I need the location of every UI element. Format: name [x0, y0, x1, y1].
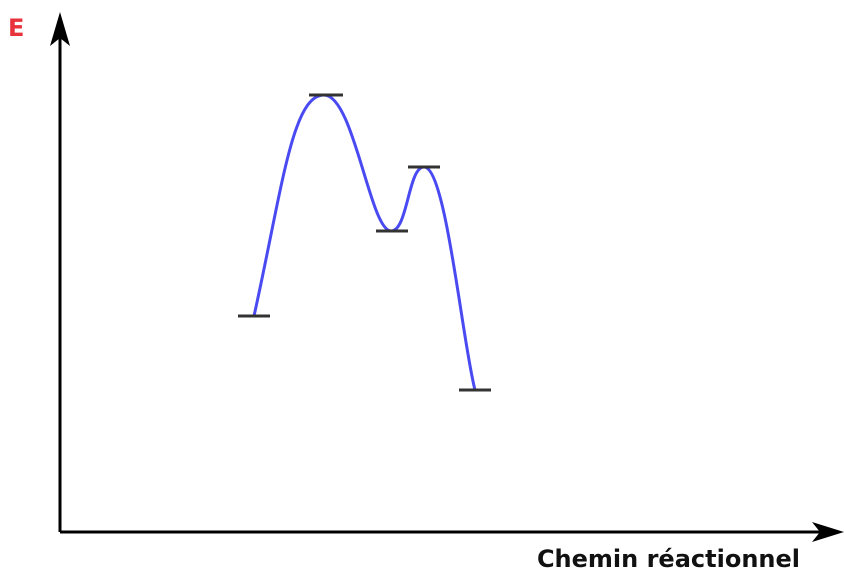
- y-axis-label: E: [8, 14, 25, 42]
- energy-profile-curve: [252, 93, 477, 391]
- x-axis-arrowhead: [812, 522, 844, 542]
- y-axis-arrowhead: [50, 12, 70, 46]
- x-axis-label: Chemin réactionnel: [536, 545, 800, 573]
